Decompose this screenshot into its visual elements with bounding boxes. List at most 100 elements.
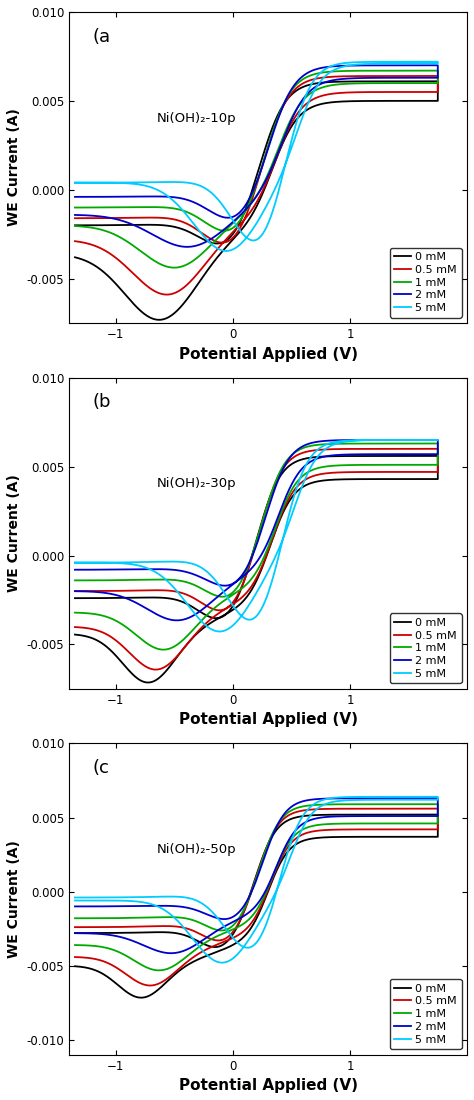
2 mM (72, 900, 78, 913)
0 mM (171, 926, 177, 939)
X-axis label: Potential Applied (V): Potential Applied (V) (179, 713, 357, 727)
0.5 mM (246, 893, 252, 906)
Y-axis label: WE Current (A): WE Current (A) (7, 109, 21, 227)
2 mM (72, 190, 78, 204)
0.5 mM (117, 254, 122, 267)
0.5 mM (246, 202, 252, 216)
0 mM (334, 75, 340, 88)
Legend: 0 mM, 0.5 mM, 1 mM, 2 mM, 5 mM: 0 mM, 0.5 mM, 1 mM, 2 mM, 5 mM (390, 248, 462, 318)
1 mM (334, 437, 340, 450)
X-axis label: Potential Applied (V): Potential Applied (V) (179, 346, 357, 362)
2 mM (72, 926, 78, 939)
Text: Ni(OH)₂-10p: Ni(OH)₂-10p (157, 111, 236, 124)
0 mM (435, 808, 441, 822)
5 mM (375, 55, 381, 68)
5 mM (246, 942, 252, 955)
2 mM (375, 58, 381, 72)
1 mM (375, 64, 381, 77)
0.5 mM (72, 234, 78, 248)
0.5 mM (72, 950, 78, 964)
0.5 mM (171, 212, 177, 226)
5 mM (72, 176, 78, 189)
5 mM (117, 557, 122, 570)
5 mM (334, 436, 340, 449)
Line: 2 mM: 2 mM (75, 440, 438, 620)
2 mM (375, 792, 381, 805)
0.5 mM (375, 69, 381, 82)
2 mM (117, 213, 122, 227)
0 mM (171, 593, 177, 606)
5 mM (356, 55, 362, 68)
0 mM (72, 959, 78, 972)
1 mM (334, 798, 340, 811)
0 mM (246, 561, 252, 574)
2 mM (72, 584, 78, 597)
0.5 mM (153, 663, 159, 676)
0.5 mM (72, 620, 78, 634)
5 mM (246, 232, 252, 245)
0 mM (375, 449, 381, 462)
1 mM (171, 202, 177, 216)
5 mM (375, 433, 381, 447)
5 mM (171, 890, 177, 903)
2 mM (334, 433, 340, 447)
0 mM (375, 75, 381, 88)
0 mM (72, 628, 78, 641)
0 mM (356, 450, 362, 463)
0 mM (246, 195, 252, 208)
5 mM (72, 556, 78, 569)
1 mM (435, 798, 441, 811)
0.5 mM (356, 802, 362, 815)
0.5 mM (435, 442, 441, 455)
2 mM (171, 900, 177, 913)
Line: 0.5 mM: 0.5 mM (75, 76, 438, 295)
0.5 mM (72, 584, 78, 597)
0 mM (435, 75, 441, 88)
0.5 mM (171, 920, 177, 933)
Text: Ni(OH)₂-30p: Ni(OH)₂-30p (157, 477, 236, 491)
0 mM (334, 450, 340, 463)
5 mM (435, 55, 441, 68)
1 mM (356, 437, 362, 450)
5 mM (356, 433, 362, 447)
Line: 0 mM: 0 mM (75, 455, 438, 682)
2 mM (356, 433, 362, 447)
5 mM (375, 790, 381, 803)
Line: 0.5 mM: 0.5 mM (75, 808, 438, 986)
1 mM (117, 946, 122, 959)
Text: (a: (a (93, 28, 111, 45)
0 mM (435, 449, 441, 462)
2 mM (246, 194, 252, 207)
2 mM (246, 558, 252, 571)
0 mM (72, 219, 78, 232)
Line: 5 mM: 5 mM (75, 796, 438, 962)
0 mM (72, 592, 78, 605)
2 mM (356, 792, 362, 805)
2 mM (435, 58, 441, 72)
Line: 5 mM: 5 mM (75, 62, 438, 251)
5 mM (334, 791, 340, 804)
0.5 mM (334, 442, 340, 455)
0.5 mM (356, 69, 362, 82)
2 mM (356, 58, 362, 72)
Line: 1 mM: 1 mM (75, 804, 438, 970)
Line: 0 mM: 0 mM (75, 815, 438, 998)
X-axis label: Potential Applied (V): Potential Applied (V) (179, 1078, 357, 1093)
2 mM (184, 240, 190, 253)
1 mM (246, 558, 252, 571)
Line: 0 mM: 0 mM (75, 81, 438, 320)
0.5 mM (117, 637, 122, 650)
5 mM (72, 176, 78, 189)
1 mM (72, 201, 78, 214)
1 mM (72, 912, 78, 925)
2 mM (435, 433, 441, 447)
0.5 mM (356, 442, 362, 455)
1 mM (117, 616, 122, 629)
Text: (c: (c (93, 759, 110, 777)
Y-axis label: WE Current (A): WE Current (A) (7, 474, 21, 592)
Line: 2 mM: 2 mM (75, 65, 438, 246)
5 mM (223, 244, 229, 257)
2 mM (171, 190, 177, 204)
5 mM (356, 790, 362, 803)
1 mM (72, 938, 78, 952)
